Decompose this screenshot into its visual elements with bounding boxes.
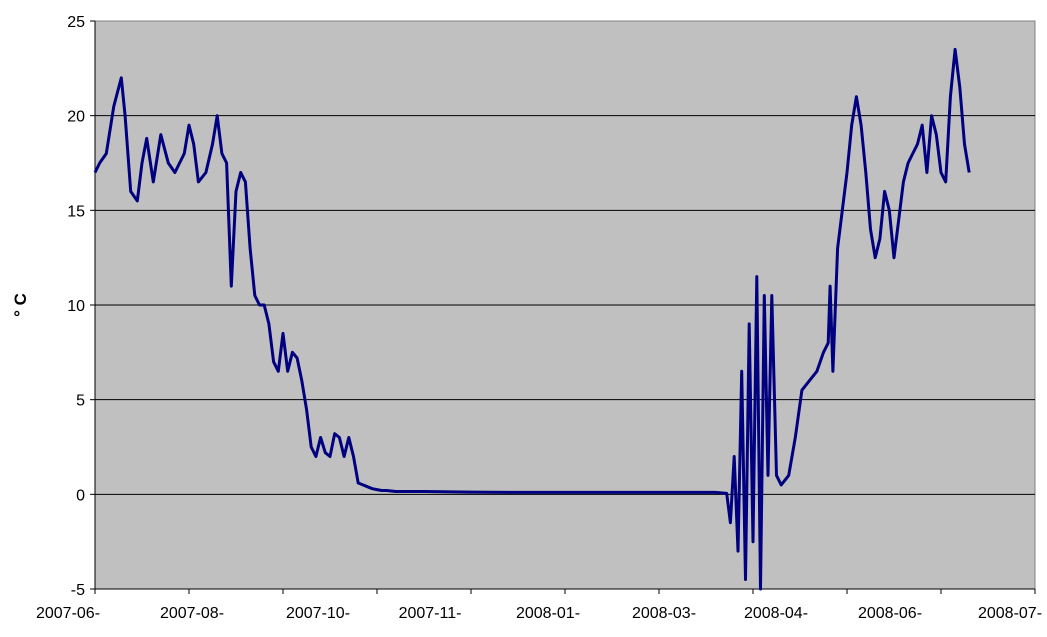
y-axis-label: ° C (11, 293, 30, 317)
x-tick-label: 2007-08- (160, 605, 224, 622)
y-tick-label: -5 (71, 582, 85, 599)
x-tick-label: 2008-01- (516, 605, 580, 622)
x-tick-label: 2008-07- (978, 605, 1042, 622)
x-tick-label: 2007-10- (286, 605, 350, 622)
y-tick-label: 10 (67, 298, 85, 315)
y-tick-label: 20 (67, 109, 85, 126)
x-tick-label: 2008-03- (632, 605, 696, 622)
y-axis: -5 0 5 10 15 20 25 (67, 14, 96, 599)
y-tick-label: 15 (67, 203, 85, 220)
y-tick-label: 5 (76, 393, 85, 410)
x-axis: 2007-06- 2007-08- 2007-10- 2007-11- 2008-01-… (36, 588, 1042, 622)
x-tick-label: 2008-04- (744, 605, 808, 622)
y-tick-label: 0 (76, 487, 85, 504)
series-layer (93, 47, 971, 591)
temperature-series-line (93, 47, 971, 591)
x-tick-label: 2007-11- (399, 605, 462, 622)
x-tick-label: 2007-06- (36, 605, 100, 622)
x-tick-label: 2008-06- (858, 605, 922, 622)
gridlines (95, 115, 1035, 495)
y-tick-label: 25 (67, 14, 85, 31)
